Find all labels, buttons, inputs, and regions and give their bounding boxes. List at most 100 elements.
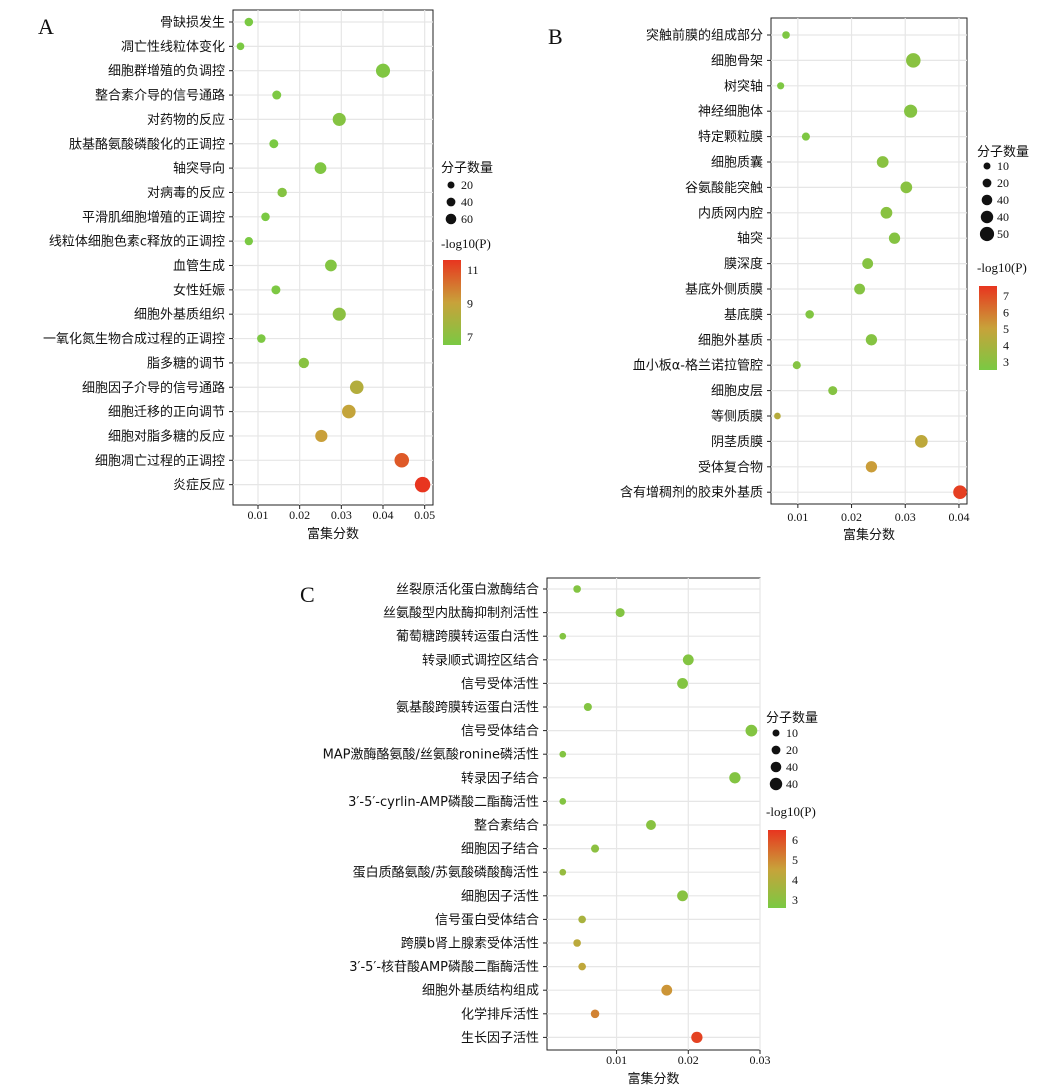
panel-a-point bbox=[236, 42, 245, 51]
panel-b-color-bar bbox=[979, 286, 997, 370]
panel-a-category-label: 细胞对脂多糖的反应 bbox=[108, 428, 225, 444]
panel-c-x-axis-title: 富集分数 bbox=[627, 1071, 679, 1087]
panel-c-point bbox=[591, 844, 600, 853]
panel-a-category-label: 平滑肌细胞增殖的正调控 bbox=[82, 209, 225, 225]
panel-b-point bbox=[915, 435, 928, 448]
panel-b-color-legend-title: -log10(P) bbox=[977, 260, 1027, 275]
panel-b-category-label: 基底膜 bbox=[724, 307, 763, 323]
panel-a-point bbox=[325, 259, 337, 272]
panel-b-size-legend-label: 10 bbox=[997, 159, 1009, 173]
panel-c-category-label: 葡萄糖跨膜转运蛋白活性 bbox=[396, 629, 539, 645]
panel-a-category-label: 对病毒的反应 bbox=[147, 185, 225, 201]
panel-c-point bbox=[583, 702, 592, 712]
panel-c-category-label: 细胞外基质结构组成 bbox=[422, 984, 539, 999]
panel-c-point bbox=[745, 724, 758, 737]
panel-c-size-legend-dot bbox=[770, 761, 782, 773]
panel-c-size-legend-dot bbox=[772, 729, 780, 737]
panel-c-color-legend-title: -log10(P) bbox=[766, 804, 816, 819]
panel-c-point bbox=[573, 585, 581, 593]
panel-c-point bbox=[590, 1009, 600, 1019]
panel-c-point bbox=[677, 677, 688, 689]
panel-b-category-label: 血小板α-格兰诺拉管腔 bbox=[633, 358, 763, 374]
panel-c-point bbox=[559, 750, 567, 758]
panel-c-size-legend-dot bbox=[771, 745, 781, 755]
panel-a-point bbox=[269, 139, 279, 149]
panel-b-point bbox=[888, 232, 901, 244]
panel-b-category-label: 细胞骨架 bbox=[711, 54, 763, 69]
panel-c-size-legend-title: 分子数量 bbox=[766, 711, 818, 726]
panel-a-x-tick-label: 0.02 bbox=[289, 508, 310, 522]
panel-b-category-label: 基底外侧质膜 bbox=[685, 282, 763, 298]
panel-b-size-legend-label: 40 bbox=[997, 210, 1009, 224]
panel-b-point bbox=[792, 361, 801, 370]
panel-b-x-tick-label: 0.01 bbox=[787, 510, 808, 524]
panel-b-category-label: 谷氨酸能突触 bbox=[685, 180, 763, 196]
panel-c-x-tick-label: 0.03 bbox=[750, 1053, 771, 1067]
panel-b-category-label: 含有增稠剂的胶束外基质 bbox=[620, 485, 763, 501]
panel-a-size-legend-dot bbox=[447, 181, 455, 189]
panel-b-x-tick-label: 0.03 bbox=[895, 510, 916, 524]
panel-a-color-legend-label: 7 bbox=[467, 330, 473, 344]
panel-a-point bbox=[257, 334, 266, 343]
panel-c-category-label: 3′-5′-cyrlin-AMP磷酸二酯酶活性 bbox=[348, 794, 539, 810]
panel-a-point bbox=[314, 162, 327, 174]
panel-b-letter: B bbox=[548, 24, 563, 49]
panel-b-category-label: 树突轴 bbox=[724, 78, 763, 94]
panel-c-category-label: 细胞因子结合 bbox=[461, 842, 539, 857]
panel-a-category-label: 整合素介导的信号通路 bbox=[95, 88, 225, 104]
panel-a-category-label: 线粒体细胞色素c释放的正调控 bbox=[49, 234, 225, 250]
panel-b-size-legend-label: 20 bbox=[997, 176, 1009, 190]
panel-a-category-label: 细胞迁移的正向调节 bbox=[108, 404, 225, 420]
panel-b-color-legend-label: 6 bbox=[1003, 306, 1009, 320]
panel-c-category-label: 跨膜b肾上腺素受体活性 bbox=[401, 937, 539, 952]
panel-b-point bbox=[777, 82, 785, 90]
panel-a-category-label: 血管生成 bbox=[173, 259, 225, 274]
panel-b-category-label: 轴突 bbox=[737, 231, 763, 247]
panel-a-point bbox=[349, 380, 364, 395]
panel-a-category-label: 凋亡性线粒体变化 bbox=[121, 39, 225, 55]
panel-c-point bbox=[578, 962, 586, 971]
panel-b-size-legend-dot bbox=[979, 226, 995, 242]
panel-c-category-label: 丝裂原活化蛋白激酶结合 bbox=[396, 582, 539, 598]
panel-a-category-label: 一氧化氮生物合成过程的正调控 bbox=[43, 331, 225, 347]
panel-b-category-label: 细胞皮层 bbox=[711, 384, 763, 399]
panel-c-point bbox=[573, 939, 581, 947]
panel-c-point bbox=[559, 798, 567, 805]
panel-c-letter: C bbox=[300, 582, 315, 607]
panel-c-category-label: 生长因子活性 bbox=[461, 1031, 539, 1046]
panel-c-size-legend-label: 10 bbox=[786, 726, 798, 740]
panel-a-point bbox=[272, 90, 282, 100]
panel-c-category-label: 整合素结合 bbox=[474, 819, 539, 834]
panel-a-point bbox=[298, 357, 310, 369]
panel-a-size-legend-label: 60 bbox=[461, 212, 473, 226]
panel-c-point bbox=[729, 772, 741, 784]
panel-c-category-label: 信号蛋白受体结合 bbox=[435, 912, 539, 928]
panel-b-point bbox=[904, 104, 918, 118]
panel-a-color-bar bbox=[443, 260, 461, 345]
panel-a-x-tick-label: 0.01 bbox=[248, 508, 269, 522]
panel-b-point bbox=[876, 156, 889, 168]
panel-b-category-label: 细胞质囊 bbox=[711, 155, 763, 171]
panel-a-x-axis-title: 富集分数 bbox=[307, 526, 359, 542]
panel-a-color-legend-label: 9 bbox=[467, 297, 473, 311]
panel-a-point bbox=[244, 17, 254, 27]
panel-a-point bbox=[261, 212, 270, 222]
panel-a-point bbox=[342, 404, 356, 419]
panel-b-point bbox=[854, 283, 866, 295]
panel-b-color-legend-label: 3 bbox=[1003, 355, 1009, 369]
panel-a-size-legend-dot bbox=[446, 197, 456, 207]
panel-c-point bbox=[691, 1031, 703, 1044]
panel-b-point bbox=[865, 334, 878, 346]
panel-a-point bbox=[332, 307, 346, 321]
panel-a-point bbox=[315, 429, 328, 443]
panel-c-size-legend-label: 20 bbox=[786, 743, 798, 757]
panel-b-size-legend-dot bbox=[980, 210, 994, 224]
panel-c-point bbox=[578, 915, 586, 924]
panel-a-color-legend-label: 11 bbox=[467, 263, 479, 277]
panel-b-chart: B 突触前膜的组成部分细胞骨架树突轴神经细胞体特定颗粒膜细胞质囊谷氨酸能突触内质… bbox=[548, 17, 1029, 543]
panel-a-size-legend-title: 分子数量 bbox=[441, 161, 493, 176]
panel-a-size-legend-dot bbox=[445, 213, 457, 225]
panel-b-category-label: 特定颗粒膜 bbox=[698, 130, 763, 145]
panel-a-x-tick-label: 0.03 bbox=[331, 508, 352, 522]
panel-c-color-legend-label: 3 bbox=[792, 893, 798, 907]
